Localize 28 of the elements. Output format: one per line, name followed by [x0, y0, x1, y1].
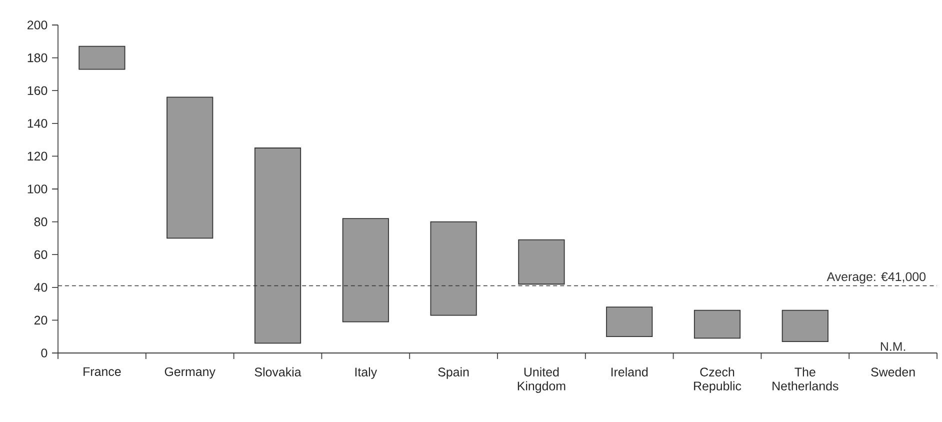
x-tick-label: Sweden [871, 367, 915, 376]
x-tick-label: Slovakia [254, 367, 302, 376]
y-tick-label: 200 [28, 20, 48, 30]
x-tick-label: Czech Republic [694, 367, 742, 393]
y-tick-label: 120 [28, 152, 48, 161]
y-tick-label: 100 [28, 184, 48, 194]
x-tick-label: Italy [355, 367, 378, 379]
y-tick-label: 80 [34, 217, 48, 226]
x-tick-label: France [84, 367, 121, 376]
y-tick-label: 40 [34, 282, 48, 292]
annotation: N.M. [880, 342, 906, 351]
y-tick-label: 160 [28, 86, 48, 96]
ref-line-label: Average: €41,000 [826, 272, 926, 284]
x-tick-label: United Kingdom [518, 367, 566, 393]
x-tick-label: Ireland [611, 367, 648, 376]
y-tick-label: 0 [41, 348, 48, 358]
x-tick-label: Germany [164, 367, 216, 379]
bar [694, 310, 741, 339]
x-tick-label: The Netherlands [772, 367, 838, 390]
y-tick-label: 20 [34, 316, 48, 325]
bar [606, 306, 653, 338]
y-tick-label: 140 [28, 118, 48, 128]
bar [78, 46, 126, 70]
bar [782, 310, 828, 342]
bar [166, 96, 214, 239]
y-tick-label: 60 [34, 250, 48, 260]
y-tick-label: 180 [28, 53, 48, 62]
x-tick-label: Spain [438, 367, 469, 379]
